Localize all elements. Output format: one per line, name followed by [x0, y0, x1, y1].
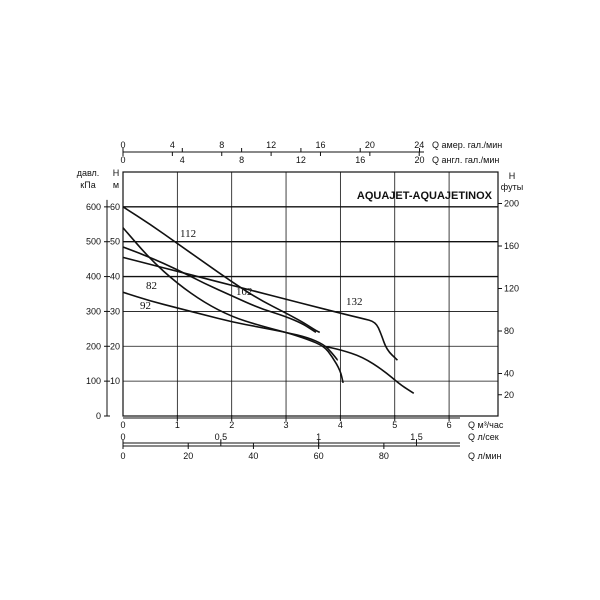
series-curve-102 — [122, 246, 317, 334]
axis-ls-tick-label: 1,5 — [410, 432, 423, 442]
axis-label-m-1: H — [113, 168, 120, 178]
tick-label-kpa: 500 — [86, 237, 101, 247]
axes-layer: 0100200300400500600давл.кПа102030405060H… — [77, 140, 524, 461]
tick-label-ft: 200 — [504, 199, 519, 209]
axis-label-kpa-1: давл. — [77, 168, 100, 178]
axis-ukgpm-tick-label: 0 — [120, 155, 125, 165]
series-label-132: 132 — [346, 296, 363, 308]
axis-m3h-tick-label: 2 — [229, 420, 234, 430]
series-curve-132 — [122, 256, 399, 361]
tick-label-kpa: 200 — [86, 341, 101, 351]
chart-title: AQUAJET-AQUAJETINOX — [357, 190, 493, 202]
series-label-102: 102 — [236, 286, 253, 298]
series-curve-92 — [122, 291, 339, 361]
series-curve-unlabeled — [323, 345, 415, 395]
axis-ukgpm-label: Q англ. гал./мин — [432, 155, 499, 165]
series-curve-82 — [122, 227, 344, 384]
axis-ukgpm-tick-label: 16 — [355, 155, 365, 165]
tick-label-ft: 40 — [504, 369, 514, 379]
series-label-82: 82 — [146, 280, 157, 292]
axis-ukgpm-tick-label: 12 — [296, 155, 306, 165]
axis-lmin-tick-label: 60 — [314, 451, 324, 461]
series-label-92: 92 — [140, 300, 151, 312]
axis-usgpm-label: Q амер. гал./мин — [432, 140, 502, 150]
axis-ukgpm-tick-label: 20 — [415, 155, 425, 165]
axis-m3h-tick-label: 5 — [392, 420, 397, 430]
axis-m3h-tick-label: 4 — [338, 420, 343, 430]
axis-ls-tick-label: 1 — [316, 432, 321, 442]
tick-label-kpa: 300 — [86, 306, 101, 316]
axis-usgpm-tick-label: 20 — [365, 140, 375, 150]
axis-lmin-tick-label: 0 — [120, 451, 125, 461]
axis-m3h-zero: 0 — [120, 420, 125, 430]
axis-lmin-label: Q л/мин — [468, 451, 501, 461]
tick-label-kpa: 0 — [96, 411, 101, 421]
axis-ukgpm-tick-label: 8 — [239, 155, 244, 165]
tick-label-ft: 20 — [504, 390, 514, 400]
tick-label-m: 10 — [110, 376, 120, 386]
grid-layer — [122, 171, 499, 417]
tick-label-ft: 120 — [504, 284, 519, 294]
axis-usgpm-tick-label: 24 — [414, 140, 424, 150]
axis-label-ft-2: футы — [501, 182, 523, 192]
tick-label-m: 50 — [110, 237, 120, 247]
axis-lmin-tick-label: 40 — [248, 451, 258, 461]
series-curve-112 — [122, 206, 321, 334]
tick-label-kpa: 600 — [86, 202, 101, 212]
axis-usgpm-tick-label: 12 — [266, 140, 276, 150]
series-layer — [122, 206, 415, 395]
tick-label-ft: 80 — [504, 326, 514, 336]
series-label-112: 112 — [180, 228, 196, 240]
tick-label-kpa: 400 — [86, 272, 101, 282]
axis-lmin-tick-label: 20 — [183, 451, 193, 461]
axis-lmin-tick-label: 80 — [379, 451, 389, 461]
tick-label-kpa: 100 — [86, 376, 101, 386]
axis-m3h-tick-label: 6 — [447, 420, 452, 430]
tick-label-ft: 160 — [504, 241, 519, 251]
axis-m3h-tick-label: 3 — [284, 420, 289, 430]
axis-m3h-tick-label: 1 — [175, 420, 180, 430]
labels-layer: 82 92 102 112 132 — [140, 228, 363, 312]
axis-label-ft-1: H — [509, 171, 516, 181]
tick-label-m: 40 — [110, 272, 120, 282]
axis-m3h-label: Q м³/час — [468, 420, 504, 430]
tick-label-m: 20 — [110, 341, 120, 351]
axis-label-kpa-2: кПа — [80, 180, 95, 190]
axis-usgpm-tick-label: 4 — [170, 140, 175, 150]
axis-ls-tick-label: 0 — [120, 432, 125, 442]
axis-ls-label: Q л/сек — [468, 432, 499, 442]
plot-frame — [122, 171, 499, 417]
tick-label-m: 60 — [110, 202, 120, 212]
axis-ukgpm-tick-label: 4 — [180, 155, 185, 165]
axis-label-m-2: м — [113, 180, 119, 190]
tick-label-m: 30 — [110, 306, 120, 316]
axis-ls-tick-label: 0,5 — [215, 432, 228, 442]
axis-usgpm-tick-label: 16 — [315, 140, 325, 150]
axis-usgpm-tick-label: 8 — [219, 140, 224, 150]
axis-usgpm-tick-label: 0 — [120, 140, 125, 150]
